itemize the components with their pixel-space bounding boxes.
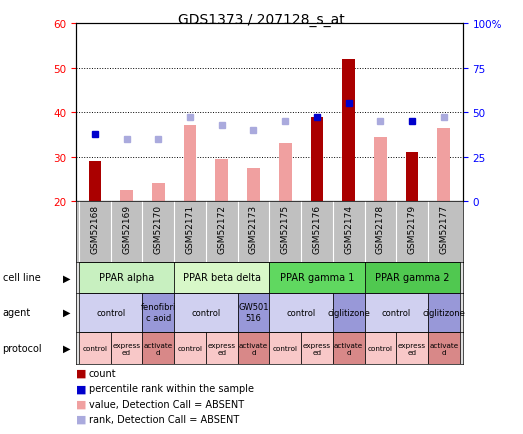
Text: GSM52177: GSM52177 [439, 205, 448, 254]
Bar [215, 160, 228, 202]
Text: activate
d: activate d [429, 342, 459, 355]
Bar [120, 191, 133, 202]
Bar [333, 332, 365, 365]
Text: GW501
516: GW501 516 [238, 303, 269, 322]
Bar [142, 332, 174, 365]
Bar [111, 332, 142, 365]
Bar [406, 153, 418, 202]
Bar [365, 263, 460, 293]
Bar [247, 168, 260, 202]
Text: express
ed: express ed [208, 342, 236, 355]
Text: control: control [191, 308, 221, 317]
Text: PPAR beta delta: PPAR beta delta [183, 273, 261, 283]
Bar [88, 162, 101, 202]
Text: PPAR gamma 2: PPAR gamma 2 [375, 273, 449, 283]
Bar [428, 293, 460, 332]
Text: GSM52171: GSM52171 [186, 205, 195, 254]
Text: GSM52179: GSM52179 [407, 205, 417, 254]
Bar [269, 293, 333, 332]
Text: PPAR alpha: PPAR alpha [99, 273, 154, 283]
Bar [152, 184, 165, 202]
Text: control: control [82, 345, 107, 351]
Bar [428, 332, 460, 365]
Text: express
ed: express ed [303, 342, 331, 355]
Text: ciglitizone: ciglitizone [327, 308, 370, 317]
Bar [142, 293, 174, 332]
Text: activate
d: activate d [334, 342, 363, 355]
Bar [374, 137, 386, 202]
Bar [269, 263, 365, 293]
Text: ▶: ▶ [63, 308, 71, 317]
Text: count: count [89, 368, 117, 378]
Text: GSM52172: GSM52172 [217, 205, 226, 254]
Text: ■: ■ [76, 414, 86, 424]
Text: PPAR gamma 1: PPAR gamma 1 [280, 273, 354, 283]
Text: ▶: ▶ [63, 343, 71, 353]
Text: GSM52168: GSM52168 [90, 205, 99, 254]
Text: control: control [96, 308, 126, 317]
Bar [365, 293, 428, 332]
Text: cell line: cell line [3, 273, 40, 283]
Bar [237, 293, 269, 332]
Bar [184, 126, 196, 202]
Text: GSM52178: GSM52178 [376, 205, 385, 254]
Bar [279, 144, 291, 202]
Bar [269, 332, 301, 365]
Text: control: control [368, 345, 393, 351]
Bar [311, 117, 323, 202]
Text: GSM52169: GSM52169 [122, 205, 131, 254]
Text: GSM52173: GSM52173 [249, 205, 258, 254]
Bar [206, 332, 237, 365]
Text: ■: ■ [76, 399, 86, 408]
Text: activate
d: activate d [144, 342, 173, 355]
Bar [343, 59, 355, 202]
Text: control: control [287, 308, 316, 317]
Text: ■: ■ [76, 384, 86, 393]
Bar [174, 293, 237, 332]
Bar [174, 332, 206, 365]
Bar [396, 332, 428, 365]
Text: GSM52175: GSM52175 [281, 205, 290, 254]
Text: control: control [177, 345, 202, 351]
Text: ciglitizone: ciglitizone [423, 308, 465, 317]
Bar [301, 332, 333, 365]
Bar [237, 332, 269, 365]
Bar [437, 128, 450, 202]
Text: control: control [272, 345, 298, 351]
Text: control: control [382, 308, 411, 317]
Bar [79, 332, 111, 365]
Text: GSM52170: GSM52170 [154, 205, 163, 254]
Bar [79, 263, 174, 293]
Text: ▶: ▶ [63, 273, 71, 283]
Bar [365, 332, 396, 365]
Text: percentile rank within the sample: percentile rank within the sample [89, 384, 254, 393]
Bar [174, 263, 269, 293]
Text: GSM52176: GSM52176 [312, 205, 322, 254]
Text: activate
d: activate d [239, 342, 268, 355]
Text: fenofibri
c aoid: fenofibri c aoid [141, 303, 176, 322]
Bar [333, 293, 365, 332]
Text: express
ed: express ed [112, 342, 141, 355]
Text: GDS1373 / 207128_s_at: GDS1373 / 207128_s_at [178, 13, 345, 27]
Text: agent: agent [3, 308, 31, 317]
Text: rank, Detection Call = ABSENT: rank, Detection Call = ABSENT [89, 414, 239, 424]
Bar [79, 293, 142, 332]
Text: protocol: protocol [3, 343, 42, 353]
Text: GSM52174: GSM52174 [344, 205, 353, 254]
Text: express
ed: express ed [398, 342, 426, 355]
Text: value, Detection Call = ABSENT: value, Detection Call = ABSENT [89, 399, 244, 408]
Text: ■: ■ [76, 368, 86, 378]
